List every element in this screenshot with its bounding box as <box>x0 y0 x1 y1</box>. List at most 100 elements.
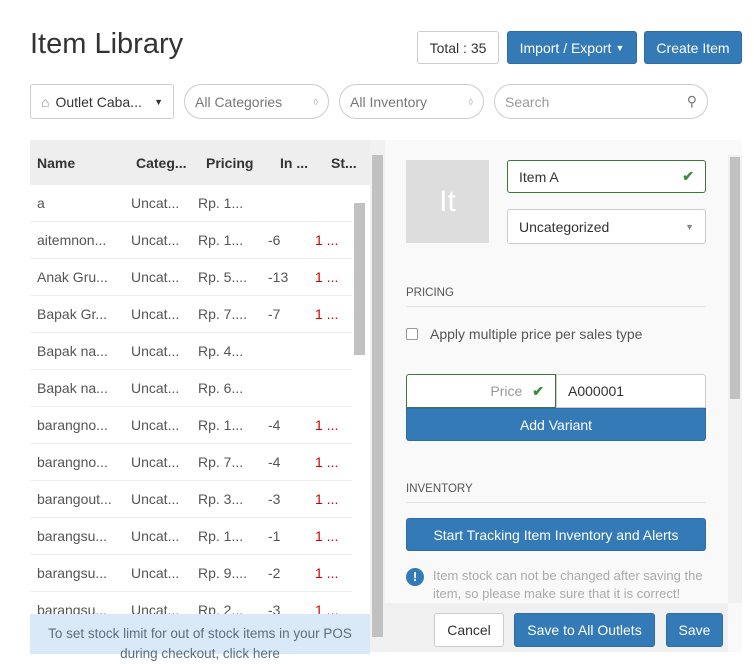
cell-pricing: Rp. 7... <box>198 454 244 470</box>
table-row[interactable]: Anak Gru... Uncat... Rp. 5.... -13 1 ... <box>30 259 352 296</box>
save-button[interactable]: Save <box>666 613 723 647</box>
column-pricing[interactable]: Pricing <box>206 154 254 171</box>
cell-name: barangno... <box>37 454 108 470</box>
cell-name: Anak Gru... <box>37 269 108 285</box>
cell-name: barangno... <box>37 417 108 433</box>
multi-price-checkbox[interactable] <box>406 328 418 340</box>
cell-pricing: Rp. 1... <box>198 195 244 211</box>
cell-category: Uncat... <box>131 528 180 544</box>
cell-category: Uncat... <box>131 343 180 359</box>
cell-category: Uncat... <box>131 565 180 581</box>
cell-stock: 1 ... <box>315 417 339 433</box>
cell-category: Uncat... <box>131 491 180 507</box>
cell-stock: 1 ... <box>315 491 339 507</box>
check-icon: ✔ <box>682 168 694 184</box>
cell-inventory: -2 <box>268 565 281 581</box>
store-icon: ⌂ <box>41 93 50 110</box>
multi-price-option[interactable]: Apply multiple price per sales type <box>406 326 642 342</box>
cell-name: barangsu... <box>37 528 108 544</box>
table-row[interactable]: Bapak Gr... Uncat... Rp. 7.... -7 1 ... <box>30 296 352 333</box>
multi-price-label: Apply multiple price per sales type <box>430 326 643 342</box>
cell-pricing: Rp. 1... <box>198 417 244 433</box>
add-variant-button[interactable]: Add Variant <box>406 408 706 441</box>
item-thumbnail[interactable]: It <box>406 160 489 243</box>
cell-inventory: -7 <box>268 306 281 322</box>
table-row[interactable]: a Uncat... Rp. 1... <box>30 185 352 222</box>
price-placeholder: Price <box>490 383 523 399</box>
inventory-section-label: INVENTORY <box>406 483 706 503</box>
cell-category: Uncat... <box>131 195 180 211</box>
table-row[interactable]: aitemnon... Uncat... Rp. 1... -6 1 ... <box>30 222 352 259</box>
page-title: Item Library <box>30 28 184 60</box>
cell-category: Uncat... <box>131 417 180 433</box>
cell-stock: 1 ... <box>315 528 339 544</box>
search-input[interactable]: Search ⚲ <box>494 84 708 119</box>
category-select[interactable]: Uncategorized ▼ <box>507 209 706 244</box>
caret-down-icon: ▼ <box>154 96 163 107</box>
table-row[interactable]: barangno... Uncat... Rp. 1... -4 1 ... <box>30 407 352 444</box>
cell-pricing: Rp. 5.... <box>198 269 248 285</box>
form-scrollbar-thumb[interactable] <box>730 157 740 399</box>
inventory-label: All Inventory <box>350 93 428 110</box>
cell-inventory: -6 <box>268 232 281 248</box>
caret-down-icon: ▼ <box>685 221 694 232</box>
table-row[interactable]: Bapak na... Uncat... Rp. 4... <box>30 333 352 370</box>
table-scrollbar-thumb[interactable] <box>372 155 383 637</box>
cell-pricing: Rp. 7.... <box>198 306 248 322</box>
cell-name: Bapak na... <box>37 380 108 396</box>
sku-value: A000001 <box>568 383 625 399</box>
table-row[interactable]: Bapak na... Uncat... Rp. 6... <box>30 370 352 407</box>
table-row[interactable]: barangsu... Uncat... Rp. 9.... -2 1 ... <box>30 555 352 592</box>
create-item-button[interactable]: Create Item <box>644 31 742 64</box>
search-placeholder: Search <box>505 93 550 110</box>
cell-pricing: Rp. 4... <box>198 343 244 359</box>
cell-stock: 1 ... <box>315 232 339 248</box>
cancel-button[interactable]: Cancel <box>434 613 504 647</box>
item-form-panel: It Item A ✔ Uncategorized ▼ PRICING Apply … <box>385 140 742 652</box>
item-name-value: Item A <box>519 168 559 185</box>
table-row[interactable]: barangno... Uncat... Rp. 7... -4 1 ... <box>30 444 352 481</box>
inner-scrollbar-thumb[interactable] <box>354 203 365 355</box>
cell-name: barangout... <box>37 491 112 507</box>
item-table: Name Categ... Pricing In ... St... a Unca… <box>30 140 370 652</box>
cell-name: Bapak na... <box>37 343 108 359</box>
inventory-select[interactable]: All Inventory ◊ <box>339 84 484 119</box>
total-badge: Total : 35 <box>417 31 499 64</box>
start-tracking-button[interactable]: Start Tracking Item Inventory and Alerts <box>406 518 706 551</box>
column-stock[interactable]: St... <box>331 154 357 171</box>
stock-limit-banner[interactable]: To set stock limit for out of stock item… <box>30 614 370 661</box>
cell-inventory: -1 <box>268 528 281 544</box>
price-input[interactable]: Price ✔ <box>406 374 556 408</box>
inner-scrollbar[interactable] <box>352 185 367 652</box>
cell-pricing: Rp. 6... <box>198 380 244 396</box>
column-name[interactable]: Name <box>37 154 76 171</box>
outlet-label: Outlet Caba... <box>55 93 142 110</box>
search-icon: ⚲ <box>686 93 697 109</box>
outlet-dropdown[interactable]: ⌂ Outlet Caba... ▼ <box>30 84 174 119</box>
stock-notice: Item stock can not be changed after savi… <box>433 568 703 601</box>
cell-name: barangsu... <box>37 565 108 581</box>
table-scrollbar[interactable] <box>370 140 385 652</box>
categories-select[interactable]: All Categories ◊ <box>184 84 329 119</box>
save-all-outlets-button[interactable]: Save to All Outlets <box>514 613 655 647</box>
sort-arrows-icon: ◊ <box>468 96 473 107</box>
cell-category: Uncat... <box>131 306 180 322</box>
column-category[interactable]: Categ... <box>136 154 187 171</box>
cell-category: Uncat... <box>131 380 180 396</box>
check-icon: ✔ <box>532 382 544 399</box>
cell-name: Bapak Gr... <box>37 306 108 322</box>
cell-inventory: -3 <box>268 491 281 507</box>
pricing-section-label: PRICING <box>406 287 706 307</box>
form-scrollbar[interactable] <box>728 155 742 603</box>
import-export-button[interactable]: Import / Export ▼ <box>507 31 637 64</box>
cell-stock: 1 ... <box>315 306 339 322</box>
categories-label: All Categories <box>195 93 283 110</box>
cell-name: aitemnon... <box>37 232 107 248</box>
item-name-input[interactable]: Item A ✔ <box>507 160 706 193</box>
table-row[interactable]: barangsu... Uncat... Rp. 1... -1 1 ... <box>30 518 352 555</box>
cell-category: Uncat... <box>131 454 180 470</box>
table-row[interactable]: barangout... Uncat... Rp. 3... -3 1 ... <box>30 481 352 518</box>
cell-inventory: -4 <box>268 454 281 470</box>
column-inventory[interactable]: In ... <box>280 154 308 171</box>
sku-input[interactable]: A000001 <box>556 374 706 408</box>
